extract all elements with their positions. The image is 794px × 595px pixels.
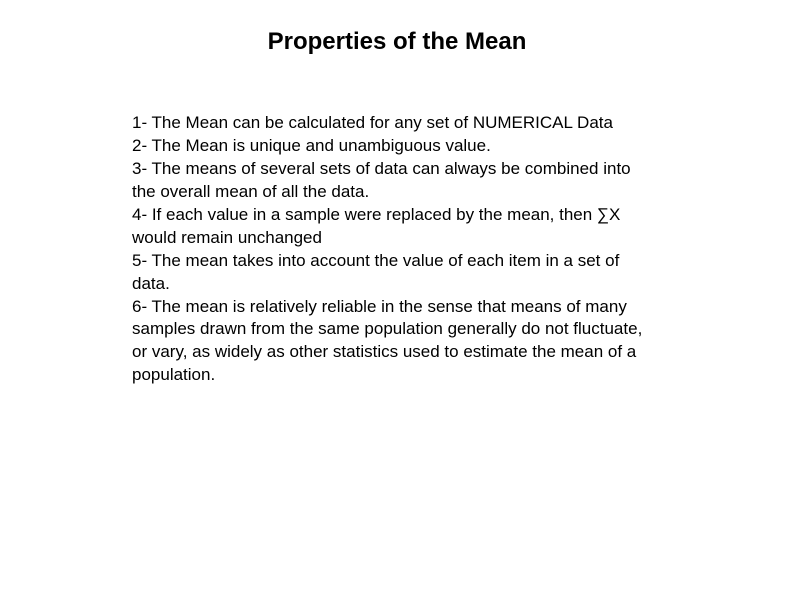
list-item: 4- If each value in a sample were replac… bbox=[132, 204, 654, 250]
content-block: 1- The Mean can be calculated for any se… bbox=[132, 112, 654, 387]
list-item: 6- The mean is relatively reliable in th… bbox=[132, 296, 654, 388]
list-item: 1- The Mean can be calculated for any se… bbox=[132, 112, 654, 135]
list-item: 3- The means of several sets of data can… bbox=[132, 158, 654, 204]
page-title: Properties of the Mean bbox=[0, 28, 794, 56]
list-item: 5- The mean takes into account the value… bbox=[132, 250, 654, 296]
list-item: 2- The Mean is unique and unambiguous va… bbox=[132, 135, 654, 158]
